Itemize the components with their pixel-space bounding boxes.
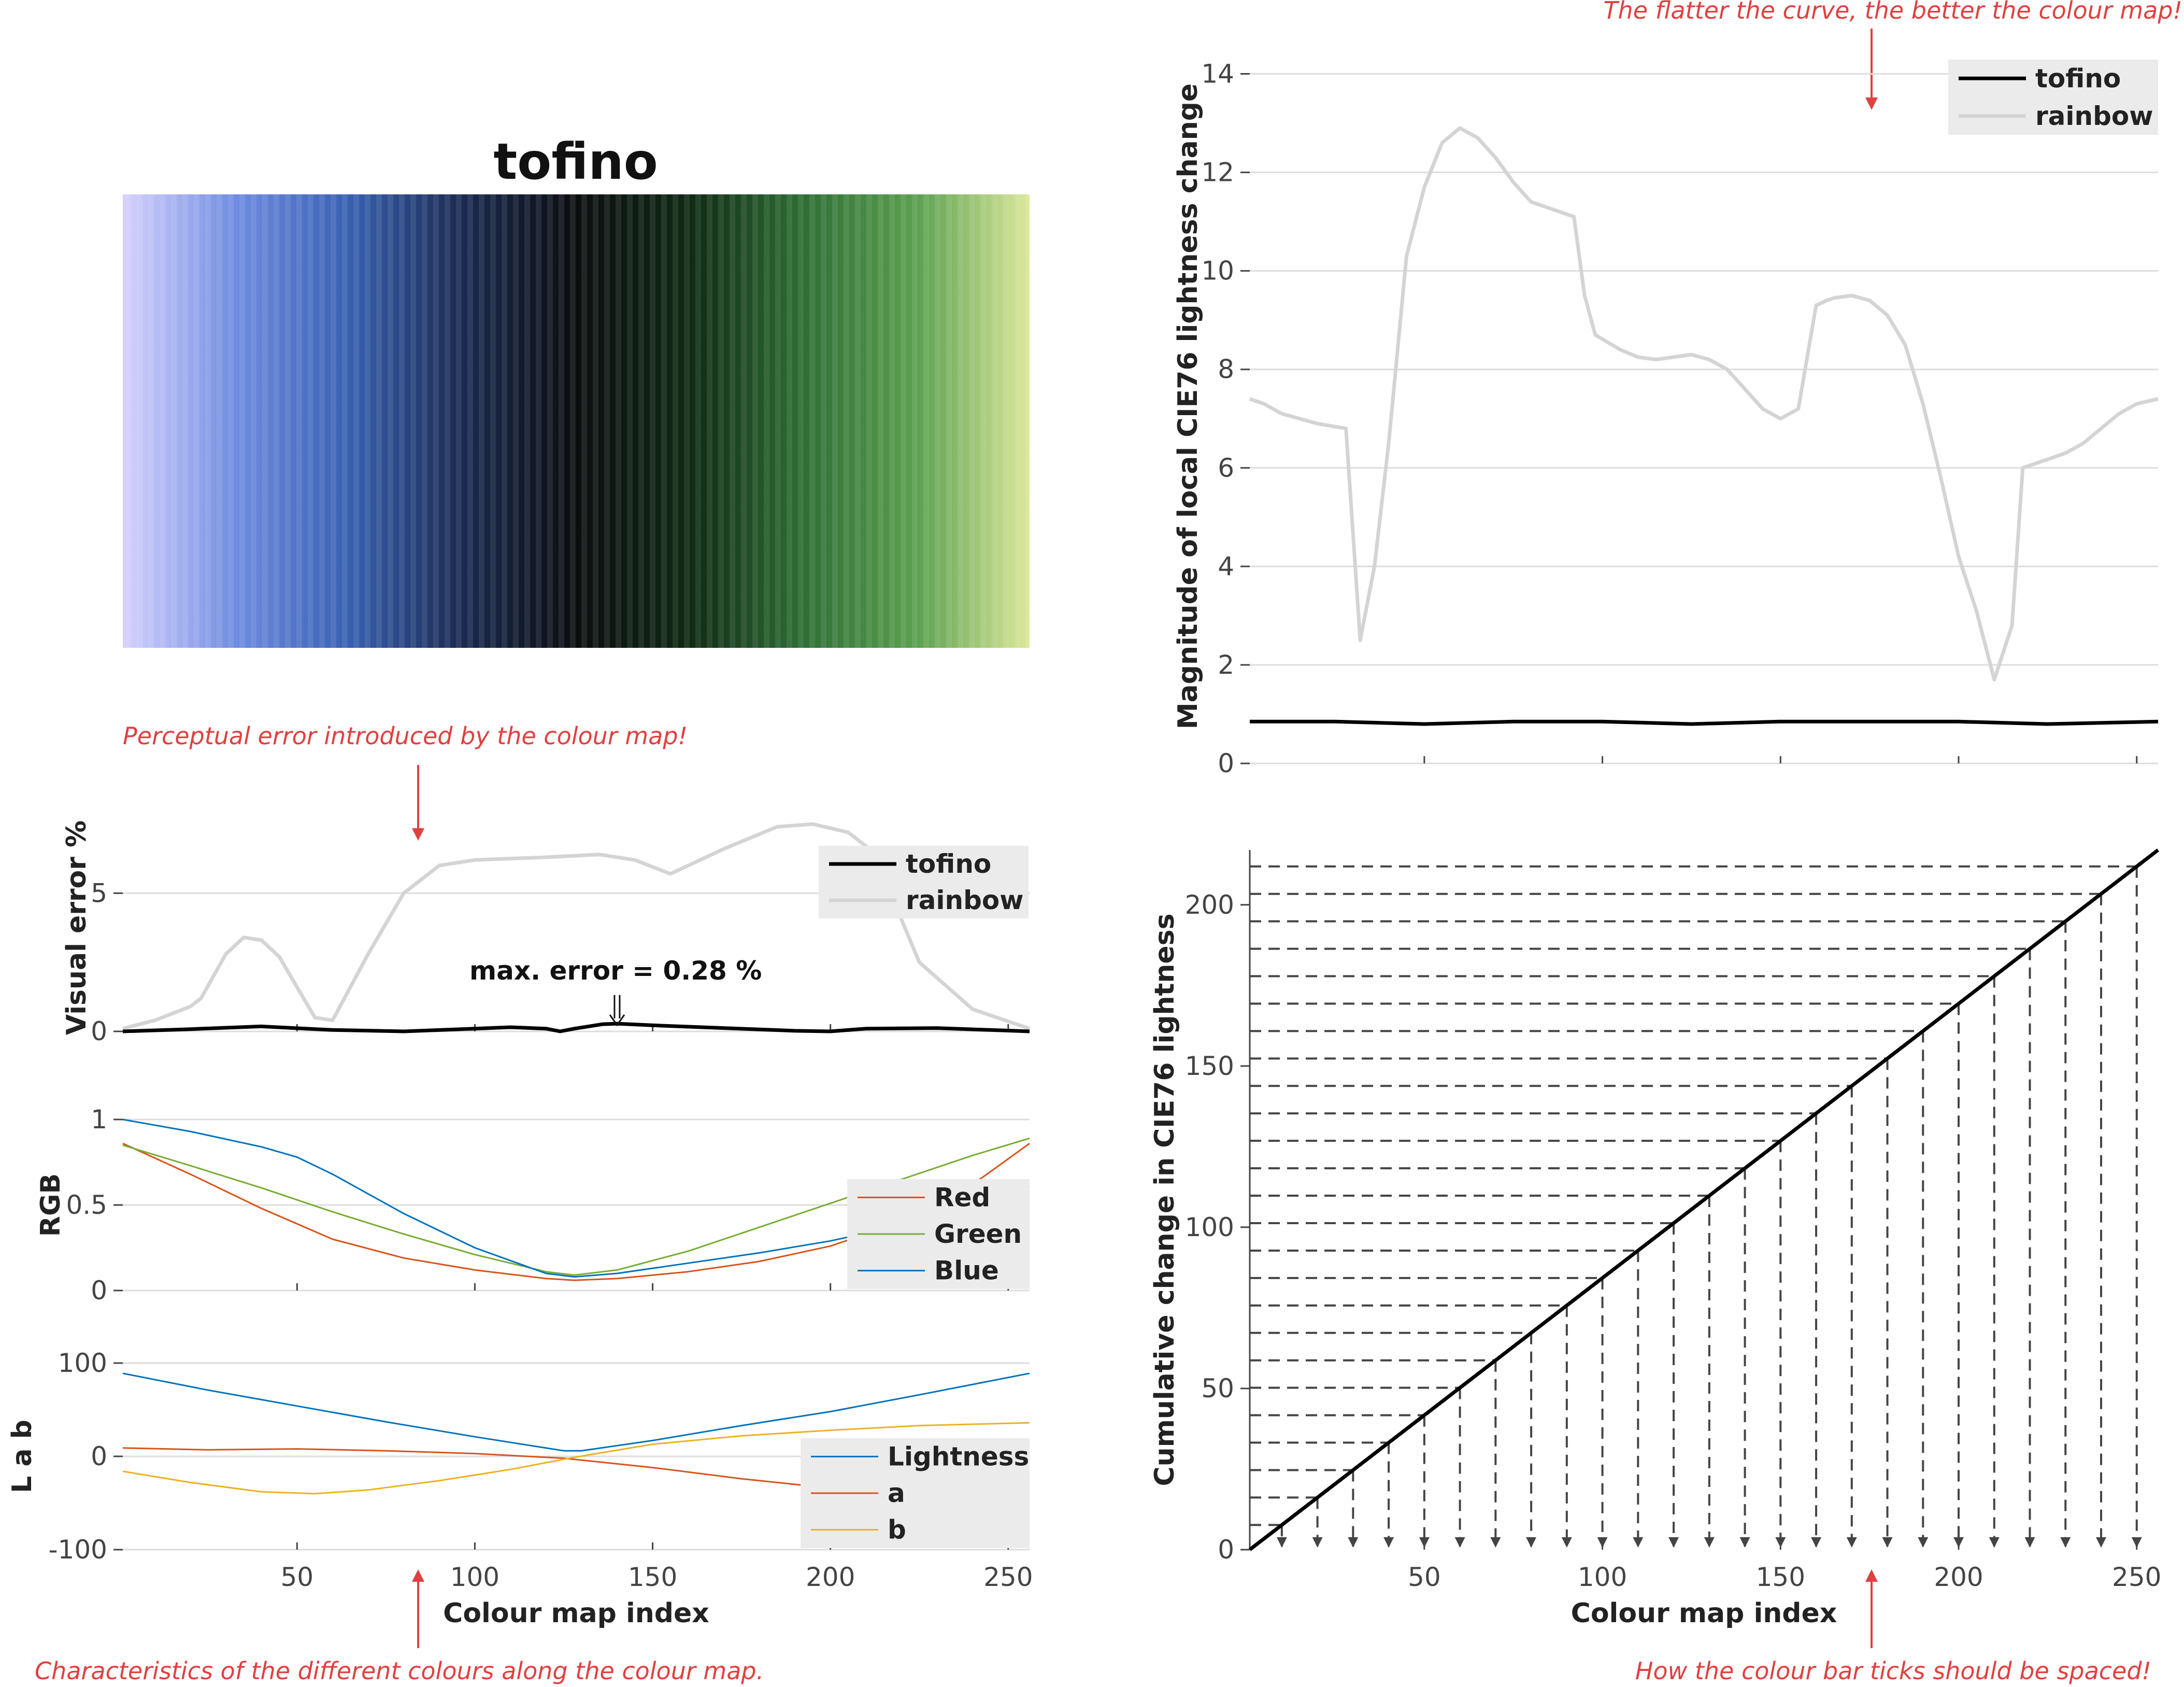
y-axis-label: L a b <box>7 1420 38 1493</box>
legend-label: rainbow <box>2035 101 2153 131</box>
y-tick-label: 2 <box>1218 650 1234 680</box>
max-error-label: max. error = 0.28 % <box>469 956 762 986</box>
x-tick-label: 100 <box>450 1562 499 1592</box>
legend-box <box>819 846 1029 918</box>
chart-panel-5: 0 50 100 150 200 50 100 150 200 250 Cumulative cha… <box>1149 848 2161 1629</box>
y-tick-label: -100 <box>49 1535 107 1565</box>
legend-box <box>1948 60 2158 135</box>
x-tick-label: 200 <box>806 1562 855 1592</box>
legend: tofino rainbow <box>819 846 1029 918</box>
y-tick-label: 1 <box>91 1104 107 1135</box>
chart-panel-3: -100 0 100 50 100 150 200 250 L a b Colour map in… <box>7 1348 1033 1629</box>
y-tick-label: 0.5 <box>66 1190 107 1220</box>
y-tick-label: 100 <box>58 1348 107 1378</box>
series-line-rainbow <box>1249 126 2159 682</box>
legend-label: a <box>888 1478 905 1508</box>
legend: Lightness ab <box>801 1438 1030 1548</box>
legend-label: Blue <box>934 1256 999 1286</box>
y-tick-label: 12 <box>1201 158 1234 188</box>
series-line-lightness <box>122 1372 1030 1452</box>
y-tick-label: 14 <box>1201 59 1234 89</box>
y-tick-label: 0 <box>91 1275 107 1306</box>
annotation-perceptual: Perceptual error introduced by the colou… <box>123 722 688 750</box>
series-line-b <box>122 1422 1030 1495</box>
x-tick-label: 50 <box>1408 1562 1441 1592</box>
series-line-rainbow <box>122 822 1031 1031</box>
y-tick-label: 150 <box>1185 1051 1234 1081</box>
x-axis-label: Colour map index <box>1571 1598 1837 1629</box>
legend-label: rainbow <box>906 885 1023 915</box>
legend-label: tofino <box>906 849 991 879</box>
y-tick-label: 0 <box>91 1016 107 1046</box>
colourbar-stripes <box>123 194 1030 648</box>
y-tick-label: 6 <box>1218 453 1234 483</box>
x-tick-label: 150 <box>1756 1562 1805 1592</box>
legend: Red Green Blue <box>847 1179 1030 1289</box>
y-tick-label: 200 <box>1185 890 1234 920</box>
y-tick-label: 5 <box>91 878 107 908</box>
legend-label: tofino <box>2035 63 2121 93</box>
annotation-ticks: How the colour bar ticks should be space… <box>1635 1657 2151 1685</box>
y-tick-label: 8 <box>1218 355 1234 385</box>
x-tick-label: 100 <box>1578 1562 1627 1592</box>
y-tick-label: 10 <box>1201 256 1234 286</box>
colourbar-title: tofino <box>493 133 658 191</box>
y-tick-label: 100 <box>1185 1212 1234 1242</box>
series-line-tofino <box>1250 719 2159 726</box>
max-error-arrowhead <box>609 1014 625 1027</box>
x-tick-label: 250 <box>983 1562 1033 1592</box>
y-tick-label: 0 <box>91 1441 107 1471</box>
y-tick-label: 4 <box>1218 551 1234 582</box>
y-tick-label: 0 <box>1218 1535 1234 1565</box>
series-line-tofino <box>122 1022 1030 1033</box>
series-line-cumulative <box>1248 848 2160 1551</box>
y-tick-label: 0 <box>1218 748 1234 778</box>
y-axis-label: Cumulative change in CIE76 lightness <box>1149 913 1180 1486</box>
x-tick-label: 150 <box>628 1562 677 1592</box>
x-tick-label: 200 <box>1934 1562 1983 1592</box>
legend-label: Green <box>934 1219 1022 1249</box>
legend-label: Lightness <box>888 1441 1029 1471</box>
legend-label: Red <box>934 1182 990 1212</box>
x-axis-label: Colour map index <box>443 1598 709 1629</box>
x-tick-label: 250 <box>2112 1562 2161 1592</box>
y-axis-label: Magnitude of local CIE76 lightness chang… <box>1173 83 1204 729</box>
legend: tofino rainbow <box>1948 60 2158 135</box>
chart-panel-2: 0 0.5 1 RGB Red Green Blue <box>35 1104 1030 1306</box>
annotation-flatter: The flatter the curve, the better the co… <box>1603 0 2182 24</box>
y-axis-label: Visual error % <box>61 820 92 1035</box>
legend-label: b <box>888 1515 906 1545</box>
y-tick-label: 50 <box>1201 1373 1234 1404</box>
x-tick-label: 50 <box>280 1562 313 1592</box>
y-axis-label: RGB <box>35 1173 66 1237</box>
annotation-characteristics: Characteristics of the different colours… <box>35 1657 764 1685</box>
